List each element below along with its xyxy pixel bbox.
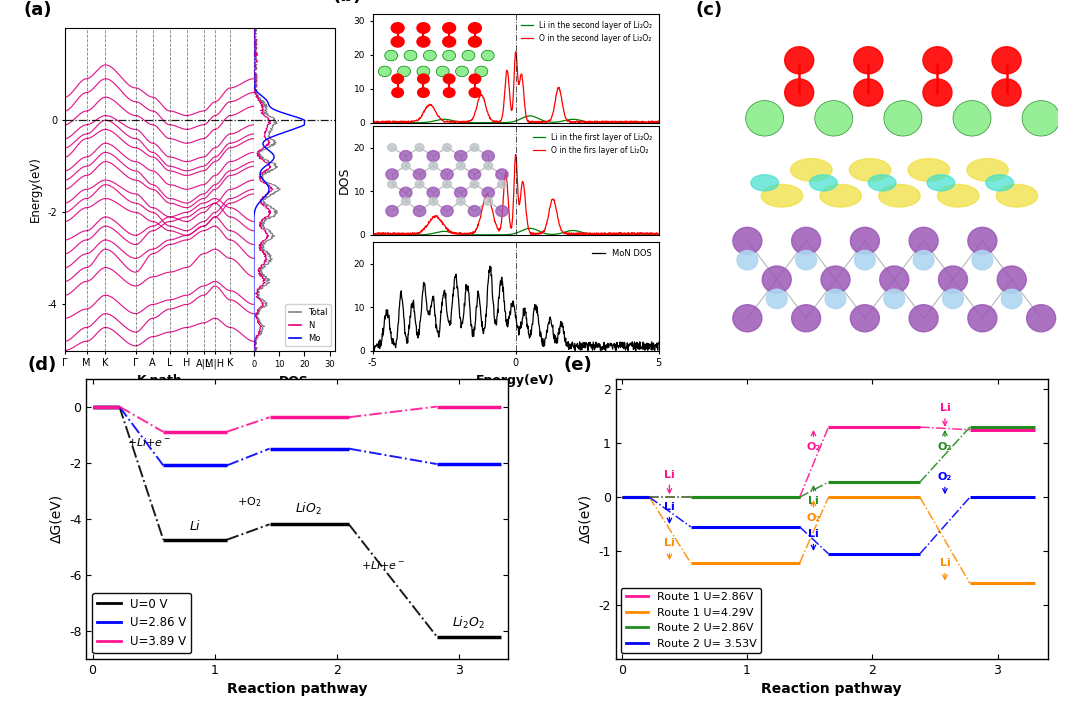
Circle shape	[1022, 100, 1061, 136]
Text: (e): (e)	[564, 356, 593, 374]
Ellipse shape	[820, 184, 862, 207]
Circle shape	[923, 79, 951, 106]
Text: Li: Li	[808, 486, 819, 507]
Y-axis label: ΔG(eV): ΔG(eV)	[50, 494, 64, 543]
Text: (d): (d)	[27, 356, 56, 374]
Legend: Li in the second layer of Li₂O₂, O in the second layer of Li₂O₂: Li in the second layer of Li₂O₂, O in th…	[518, 18, 654, 46]
Text: Li: Li	[664, 470, 675, 493]
X-axis label: Energy(eV): Energy(eV)	[476, 374, 555, 387]
Ellipse shape	[761, 184, 802, 207]
Circle shape	[733, 227, 761, 254]
Ellipse shape	[967, 158, 1009, 182]
Ellipse shape	[791, 158, 832, 182]
Y-axis label: DOS: DOS	[338, 167, 351, 194]
Ellipse shape	[937, 184, 978, 207]
Legend: Total, N, Mo: Total, N, Mo	[285, 304, 330, 346]
Ellipse shape	[996, 184, 1038, 207]
Circle shape	[737, 250, 758, 270]
Circle shape	[814, 100, 853, 136]
Circle shape	[914, 250, 934, 270]
Circle shape	[997, 266, 1026, 293]
Circle shape	[854, 250, 875, 270]
Text: Li$_2$O$_2$: Li$_2$O$_2$	[453, 615, 485, 631]
Circle shape	[850, 227, 879, 254]
X-axis label: Reaction pathway: Reaction pathway	[227, 682, 367, 696]
X-axis label: DOS: DOS	[280, 375, 309, 388]
Circle shape	[785, 47, 813, 74]
Circle shape	[854, 47, 882, 74]
Text: Li: Li	[664, 502, 675, 523]
Legend: Li in the first layer of Li₂O₂, O in the firs layer of Li₂O₂: Li in the first layer of Li₂O₂, O in the…	[530, 130, 654, 158]
Ellipse shape	[986, 175, 1013, 191]
Legend: Route 1 U=2.86V, Route 1 U=4.29V, Route 2 U=2.86V, Route 2 U= 3.53V: Route 1 U=2.86V, Route 1 U=4.29V, Route …	[621, 588, 761, 653]
Circle shape	[993, 47, 1021, 74]
Ellipse shape	[868, 175, 896, 191]
Text: O₂: O₂	[937, 431, 953, 452]
Circle shape	[909, 227, 939, 254]
Circle shape	[909, 305, 939, 332]
Circle shape	[923, 47, 951, 74]
Text: +Li+e$^-$: +Li+e$^-$	[126, 436, 171, 448]
Circle shape	[850, 305, 879, 332]
Ellipse shape	[908, 158, 949, 182]
Circle shape	[854, 79, 882, 106]
Circle shape	[883, 290, 905, 308]
Text: (c): (c)	[696, 1, 723, 19]
Text: Li: Li	[940, 558, 950, 579]
Y-axis label: ΔG(eV): ΔG(eV)	[579, 494, 593, 543]
Text: O₂: O₂	[937, 472, 953, 493]
Circle shape	[762, 266, 792, 293]
Circle shape	[792, 227, 821, 254]
Circle shape	[939, 266, 968, 293]
Ellipse shape	[751, 175, 779, 191]
Text: (b): (b)	[333, 0, 362, 5]
Circle shape	[968, 227, 997, 254]
Circle shape	[785, 79, 813, 106]
Y-axis label: Energy(eV): Energy(eV)	[29, 156, 42, 222]
Text: Li: Li	[940, 403, 950, 426]
Circle shape	[825, 290, 846, 308]
X-axis label: K-path: K-path	[136, 374, 183, 387]
Circle shape	[792, 305, 821, 332]
Circle shape	[821, 266, 850, 293]
Legend: U=0 V, U=2.86 V, U=3.89 V: U=0 V, U=2.86 V, U=3.89 V	[92, 593, 191, 653]
Text: +O$_2$: +O$_2$	[237, 495, 261, 508]
Circle shape	[1001, 290, 1022, 308]
Circle shape	[880, 266, 908, 293]
Circle shape	[953, 100, 991, 136]
Circle shape	[796, 250, 816, 270]
Circle shape	[972, 250, 993, 270]
Text: LiO$_2$: LiO$_2$	[295, 501, 322, 517]
Circle shape	[1027, 305, 1055, 332]
Text: Li: Li	[808, 529, 819, 550]
Ellipse shape	[879, 184, 920, 207]
Circle shape	[943, 290, 963, 308]
Circle shape	[993, 79, 1021, 106]
Ellipse shape	[849, 158, 891, 182]
Text: Li: Li	[190, 520, 200, 533]
Circle shape	[767, 290, 787, 308]
Ellipse shape	[810, 175, 837, 191]
Circle shape	[883, 100, 922, 136]
Circle shape	[745, 100, 784, 136]
Circle shape	[733, 305, 761, 332]
Ellipse shape	[927, 175, 955, 191]
Text: O₂: O₂	[807, 501, 821, 523]
Text: +Li+e$^-$: +Li+e$^-$	[361, 559, 405, 571]
Text: Li: Li	[664, 538, 675, 559]
Legend: MoN DOS: MoN DOS	[589, 246, 654, 261]
Circle shape	[968, 305, 997, 332]
Text: (a): (a)	[24, 1, 52, 19]
X-axis label: Reaction pathway: Reaction pathway	[761, 682, 902, 696]
Text: O₂: O₂	[807, 431, 821, 452]
